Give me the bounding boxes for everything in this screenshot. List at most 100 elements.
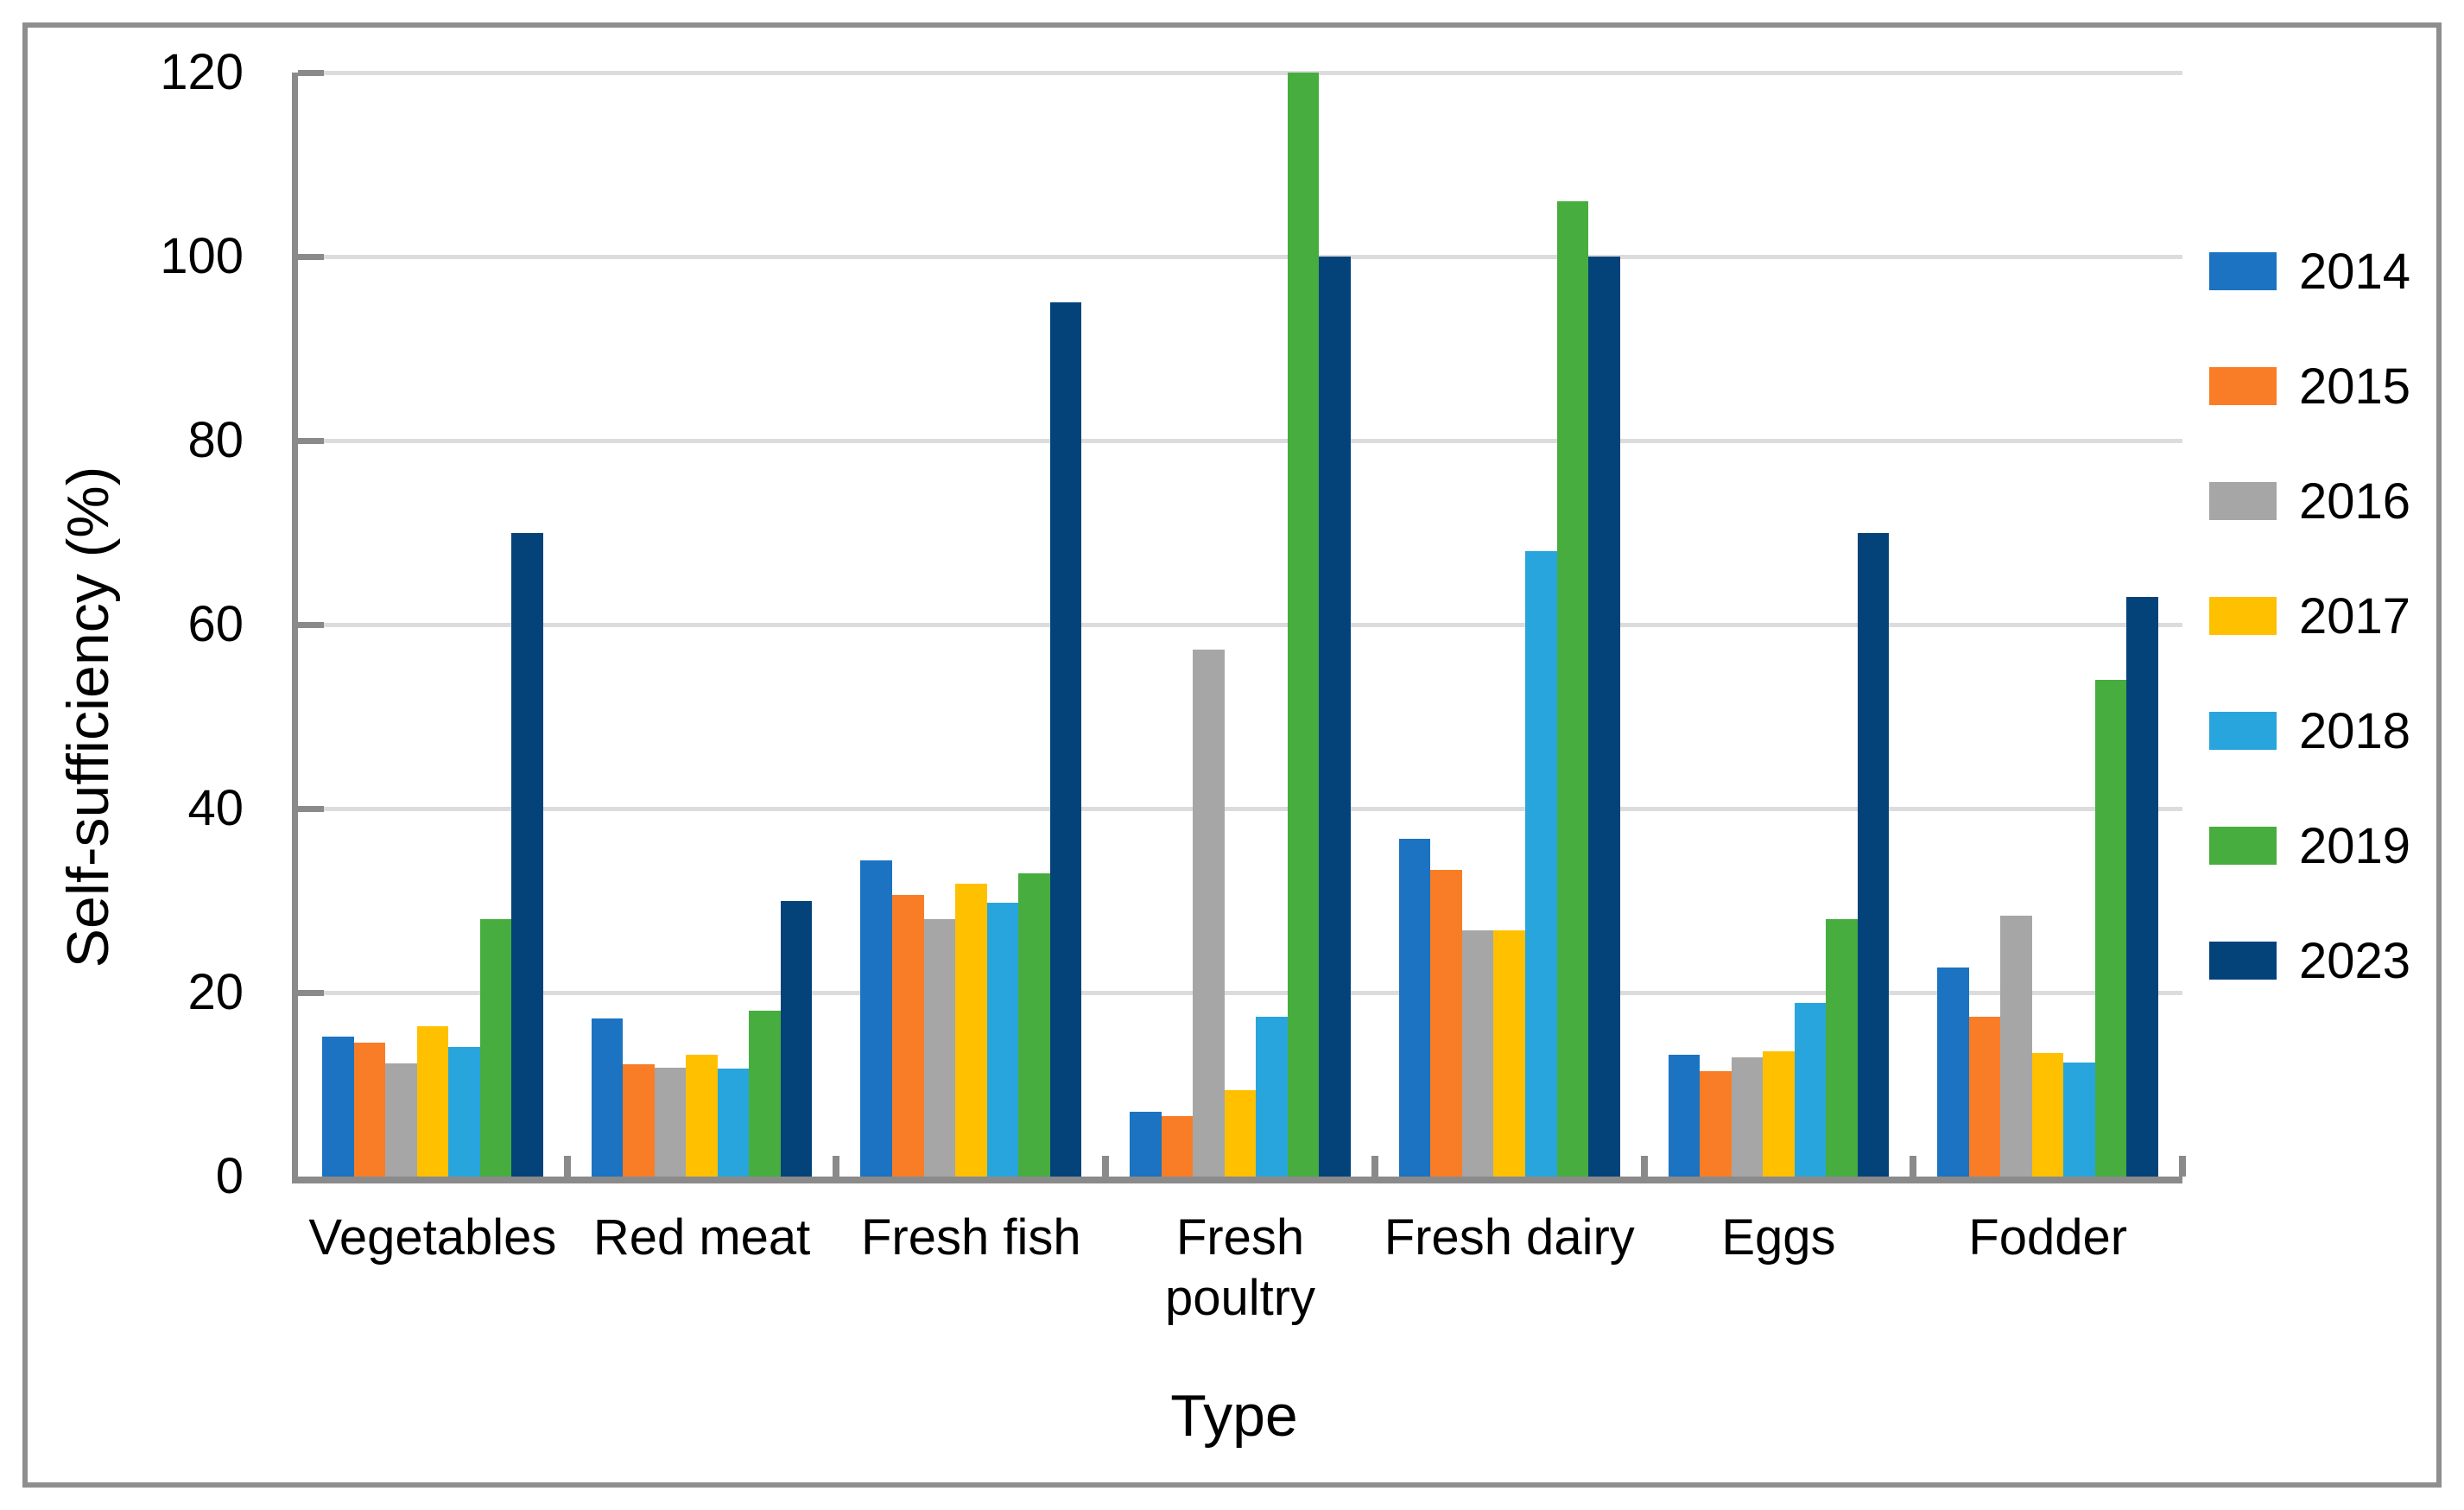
bar-2017	[1763, 1051, 1795, 1177]
y-tick-label: 0	[215, 1148, 244, 1204]
x-axis-tick	[2179, 1156, 2186, 1177]
bar-2014	[1398, 839, 1431, 1177]
bar-2015	[1430, 870, 1462, 1177]
bar-2018	[2063, 1062, 2095, 1177]
bar-2014	[322, 1037, 354, 1177]
bar-2015	[1700, 1070, 1732, 1177]
bar-2018	[1256, 1016, 1288, 1177]
y-axis-inside-tick	[298, 805, 324, 812]
bars	[1937, 73, 2158, 1177]
bar-2016	[923, 918, 956, 1177]
bar-2017	[955, 884, 987, 1177]
gridline	[298, 253, 2182, 260]
gridline	[298, 437, 2182, 444]
gridline	[298, 990, 2182, 996]
bar-2014	[1668, 1055, 1701, 1177]
bar-2014	[860, 860, 892, 1177]
bars	[1668, 73, 1890, 1177]
bar-2014	[591, 1018, 624, 1177]
y-tick-label: 20	[187, 964, 244, 1020]
x-axis-title: Type	[1170, 1383, 1298, 1449]
x-axis-tick	[1640, 1156, 1648, 1177]
category-label: Fresh dairy	[1384, 1209, 1635, 1266]
bar-2019	[1826, 918, 1858, 1177]
bar-2015	[353, 1042, 386, 1177]
bar-2017	[1493, 929, 1525, 1177]
bar-2015	[1161, 1115, 1194, 1177]
bar-2016	[385, 1063, 417, 1177]
bar-group-red-meat	[567, 73, 837, 1177]
x-axis-tick	[1910, 1156, 1917, 1177]
bar-2018	[986, 902, 1019, 1177]
legend-swatch	[2209, 712, 2277, 750]
legend-entry-2016: 2016	[2209, 473, 2411, 530]
bars	[860, 73, 1082, 1177]
legend-entry-2019: 2019	[2209, 817, 2411, 874]
bar-group-vegetables	[298, 73, 567, 1177]
bar-2018	[1524, 550, 1557, 1177]
bar-2019	[749, 1011, 781, 1177]
bar-2019	[1556, 201, 1589, 1177]
category-label: Eggs	[1721, 1209, 1836, 1266]
gridline	[298, 805, 2182, 812]
gridline	[298, 622, 2182, 628]
y-axis-inside-tick	[298, 990, 324, 996]
x-axis-category-labels: Vegetables Red meat Fresh fish Fresh poultr…	[298, 1208, 2182, 1329]
y-tick-label: 40	[187, 780, 244, 836]
bar-2017	[1224, 1089, 1257, 1177]
gridline	[298, 70, 2182, 76]
bar-groups-layer	[298, 73, 2182, 1177]
bar-2019	[1287, 73, 1320, 1177]
bar-group-fresh-poultry	[1105, 73, 1375, 1177]
category-label: Fodder	[1968, 1209, 2128, 1266]
bar-2023	[2126, 597, 2158, 1177]
y-axis-inside-tick	[298, 70, 324, 76]
legend-entry-2017: 2017	[2209, 588, 2411, 644]
plot-area	[292, 70, 2186, 1183]
bars	[1398, 73, 1620, 1177]
category-label: Vegetables	[308, 1209, 557, 1266]
legend-swatch	[2209, 252, 2277, 290]
bar-2017	[2031, 1053, 2064, 1177]
y-tick-label: 80	[187, 412, 244, 468]
bar-2015	[1968, 1016, 2001, 1177]
legend-entry-2014: 2014	[2209, 243, 2411, 300]
bar-2017	[416, 1026, 449, 1177]
legend-swatch	[2209, 942, 2277, 980]
y-tick-label: 100	[160, 228, 244, 284]
legend-label: 2015	[2299, 358, 2411, 415]
category-label: Fresh poultry	[1164, 1209, 1316, 1326]
bar-2014	[1130, 1112, 1162, 1177]
category-label: Red meat	[592, 1209, 811, 1266]
category-label: Fresh fish	[860, 1209, 1081, 1266]
legend-entry-2018: 2018	[2209, 702, 2411, 759]
bar-2014	[1937, 968, 1969, 1177]
legend-entry-2015: 2015	[2209, 358, 2411, 415]
x-axis-tick	[833, 1156, 840, 1177]
legend-entry-2023: 2023	[2209, 933, 2411, 989]
bar-2015	[892, 895, 924, 1177]
bar-2015	[623, 1064, 655, 1177]
x-axis-tick	[1371, 1156, 1378, 1177]
bar-2016	[654, 1068, 687, 1177]
bar-2016	[1731, 1056, 1764, 1177]
legend-label: 2019	[2299, 817, 2411, 874]
bar-group-eggs	[1644, 73, 1914, 1177]
bar-2023	[1049, 302, 1082, 1177]
bar-2019	[479, 918, 512, 1177]
bar-2023	[1857, 532, 1890, 1177]
bar-2018	[448, 1046, 480, 1177]
bar-2023	[1588, 257, 1620, 1177]
bar-2017	[686, 1055, 718, 1177]
bar-2019	[2094, 679, 2127, 1177]
bar-2018	[717, 1069, 750, 1177]
y-axis-inside-tick	[298, 253, 324, 260]
legend-swatch	[2209, 597, 2277, 635]
x-axis-tick	[563, 1156, 571, 1177]
legend-label: 2018	[2299, 702, 2411, 759]
bar-2023	[780, 900, 813, 1177]
bar-2019	[1018, 872, 1050, 1177]
legend-label: 2014	[2299, 243, 2411, 300]
y-axis-inside-tick	[298, 622, 324, 628]
